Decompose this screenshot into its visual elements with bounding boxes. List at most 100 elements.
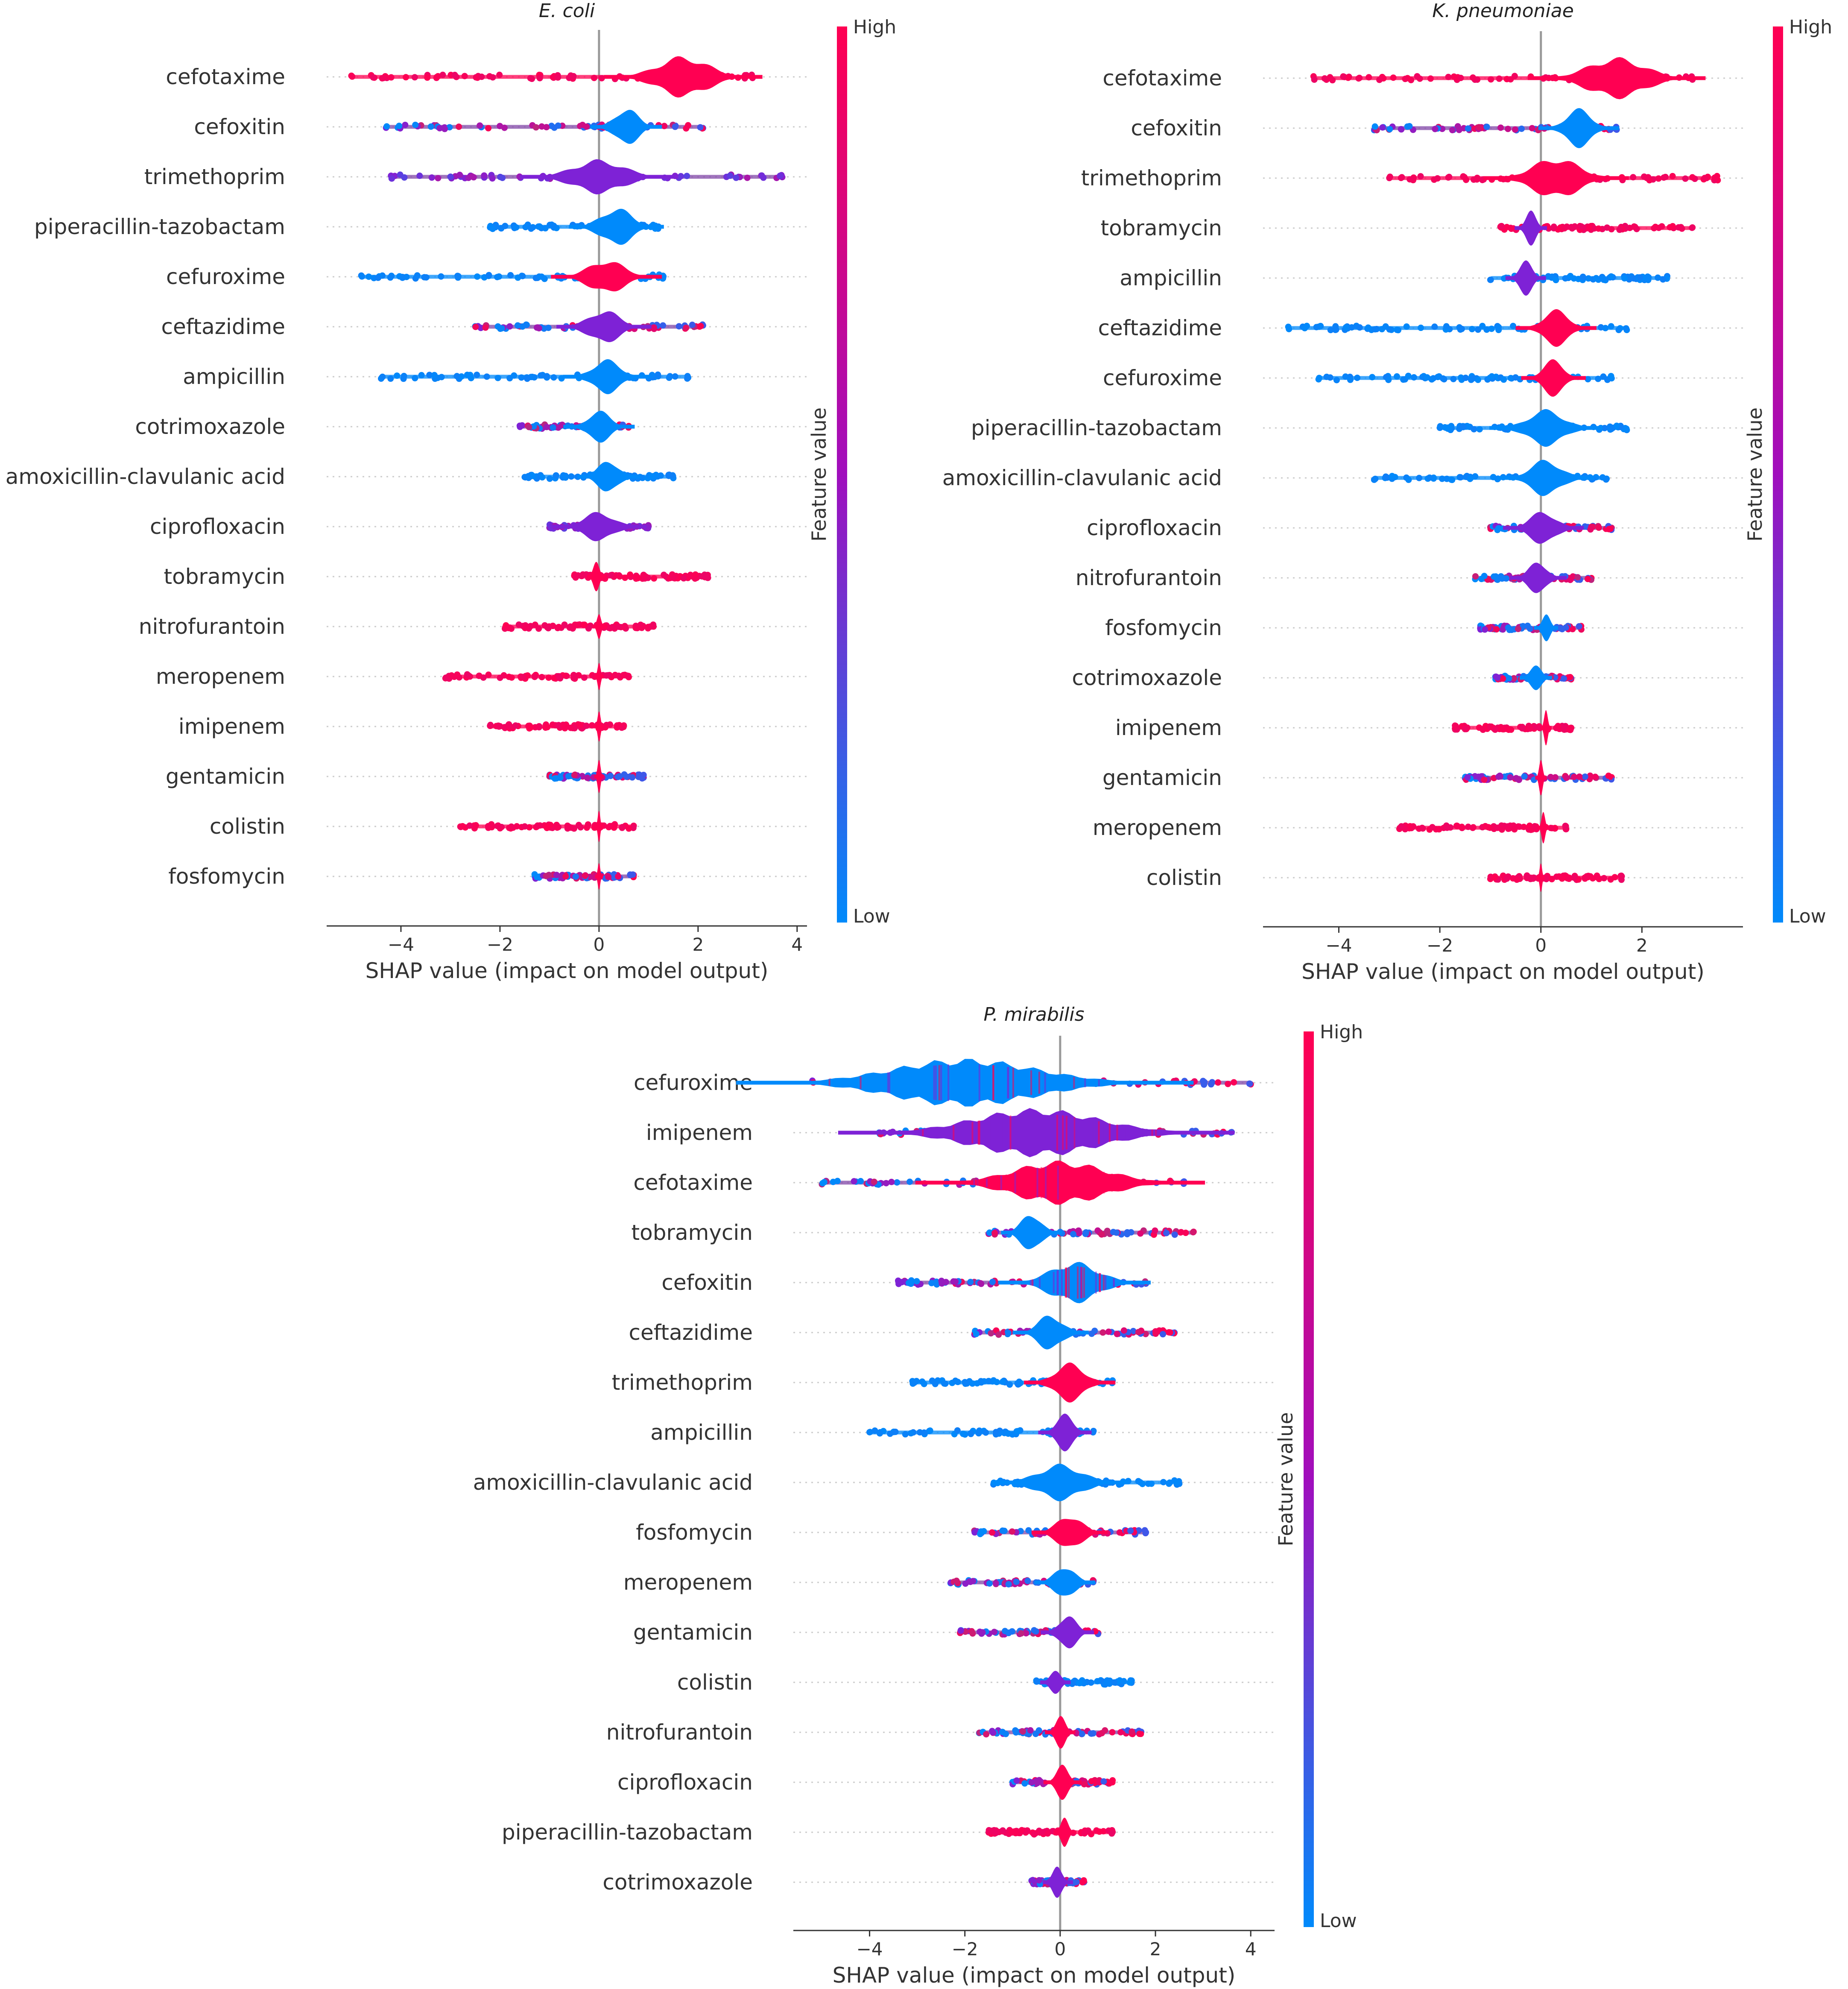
shap-point (1495, 324, 1502, 330)
feature-row-nitrofurantoin: nitrofurantoin (139, 614, 657, 639)
density-streak (978, 1121, 980, 1145)
shap-point (1527, 725, 1533, 732)
shap-point (544, 724, 550, 730)
density-streak (1084, 1078, 1086, 1087)
shap-point (545, 674, 552, 681)
density-violin (1045, 1716, 1075, 1749)
shap-point (1515, 776, 1521, 782)
density-violin (1040, 1671, 1070, 1694)
shap-point (1005, 1330, 1012, 1336)
shap-point (1009, 1628, 1015, 1635)
shap-point (412, 122, 418, 128)
feature-label: trimethoprim (1081, 166, 1222, 190)
shap-point (733, 175, 739, 181)
shap-point (1711, 175, 1718, 181)
shap-point (953, 1578, 960, 1584)
density-streak (925, 1129, 927, 1136)
shap-point (1608, 323, 1614, 329)
shap-point (1584, 873, 1590, 879)
shap-point (380, 75, 387, 81)
density-violin (1038, 1414, 1092, 1451)
feature-row-fosfomycin: fosfomycin (636, 1519, 1149, 1546)
shap-point (523, 624, 529, 630)
shap-point (553, 872, 560, 878)
shap-point (521, 823, 528, 830)
shap-point (955, 1379, 961, 1385)
feature-row-cefotaxime: cefotaxime (633, 1160, 1205, 1204)
shap-point (851, 1178, 857, 1184)
shap-point (1465, 823, 1471, 830)
shap-point (1152, 1330, 1159, 1337)
shap-point (448, 672, 455, 679)
shap-point (454, 671, 460, 678)
feature-label: trimethoprim (612, 1370, 753, 1395)
density-violin (1537, 864, 1545, 892)
shap-point (661, 123, 667, 129)
x-tick-label: 2 (692, 934, 704, 955)
shap-point (908, 1430, 914, 1436)
shap-point (467, 372, 474, 378)
density-streak (1066, 1116, 1067, 1150)
shap-point (1507, 774, 1513, 781)
feature-label: cotrimoxazole (135, 414, 285, 439)
shap-point (989, 1828, 995, 1834)
shap-point (599, 75, 605, 82)
shap-point (696, 323, 703, 330)
density-streak (1061, 1269, 1063, 1296)
shap-point (970, 1578, 976, 1585)
shap-point (1246, 1081, 1253, 1087)
shap-point (1148, 1480, 1155, 1487)
shap-point (697, 124, 704, 131)
shap-point (1431, 323, 1438, 330)
shap-point (1417, 76, 1423, 82)
shap-point (454, 373, 460, 379)
shap-point (1595, 376, 1601, 382)
density-streak (1073, 1077, 1075, 1088)
shap-point (375, 275, 381, 281)
shap-point (1313, 324, 1320, 330)
feature-label: colistin (210, 814, 285, 839)
shap-point (543, 124, 550, 130)
shap-point (1135, 1329, 1142, 1335)
x-tick-label: −4 (388, 934, 414, 955)
shap-point (1311, 76, 1318, 83)
shap-point (1012, 1830, 1019, 1837)
shap-point (1595, 226, 1602, 232)
shap-point (573, 574, 579, 581)
shap-point (1215, 1079, 1221, 1086)
shap-point (1365, 325, 1371, 331)
shap-summary-figure: E. colicefotaximecefoxitintrimethoprimpi… (0, 0, 1848, 1989)
shap-point (1552, 774, 1559, 781)
shap-point (683, 325, 689, 331)
shap-point (1376, 76, 1383, 83)
feature-label: imipenem (1115, 715, 1222, 740)
shap-point (871, 1179, 877, 1185)
shap-point (383, 123, 390, 130)
density-streak (1146, 1129, 1148, 1137)
colorbar (837, 26, 847, 923)
density-streak (860, 1076, 862, 1089)
shap-point (1566, 726, 1573, 733)
shap-point (403, 74, 409, 80)
shap-point (543, 873, 549, 879)
shap-point (582, 873, 588, 879)
density-violin (1503, 512, 1584, 544)
shap-point (1586, 225, 1592, 231)
density-streak (889, 1072, 890, 1093)
shap-point (423, 274, 430, 281)
shap-point (1013, 1579, 1020, 1585)
shap-point (605, 874, 611, 880)
density-streak (1045, 1166, 1047, 1198)
shap-point (651, 324, 657, 331)
shap-point (758, 172, 765, 179)
feature-label: fosfomycin (1105, 615, 1222, 640)
shap-point (927, 1427, 933, 1434)
shap-point (1139, 1481, 1146, 1487)
shap-point (1476, 124, 1482, 130)
shap-point (1481, 776, 1487, 783)
shap-point (1582, 773, 1588, 780)
shap-point (1208, 1081, 1214, 1087)
shap-point (1003, 1731, 1009, 1737)
shap-point (1127, 1527, 1134, 1534)
shap-point (1567, 674, 1573, 680)
